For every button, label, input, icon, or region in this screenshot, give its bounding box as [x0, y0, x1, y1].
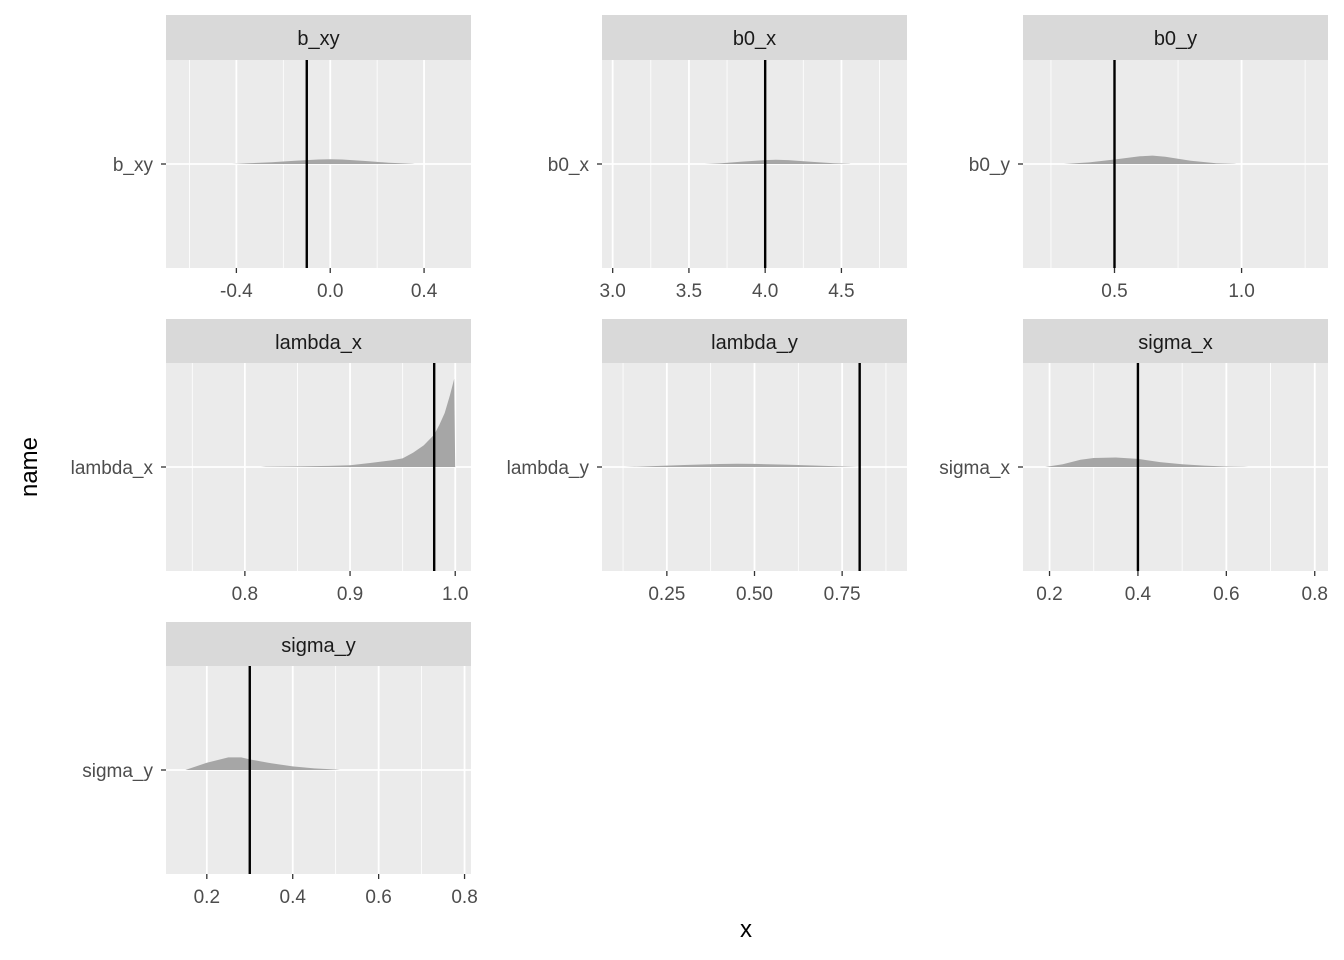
x-tick-label: 0.8 [451, 887, 477, 908]
density-ridge [260, 378, 456, 467]
density-ridge [1063, 155, 1237, 164]
panel-strip-label: lambda_y [711, 332, 798, 354]
x-tick-label: 0.5 [1101, 281, 1127, 302]
panel-strip [602, 15, 907, 60]
x-tick-label: 0.4 [411, 281, 438, 302]
x-tick-label: 0.50 [736, 584, 773, 605]
x-tick-label: 0.75 [824, 584, 861, 605]
panel-strip [166, 15, 471, 60]
panel-sigma-y: sigma_y 0.2 0.4 0.6 0.8 sigma_y [82, 622, 478, 908]
panel-strip-label: b_xy [297, 28, 339, 50]
density-ridge [231, 159, 415, 164]
x-tick-label: -0.4 [220, 281, 253, 302]
x-tick-label: 0.6 [365, 887, 391, 908]
panel-b0-x: b0_x 3.0 3.5 4.0 4.5 b0_x [548, 15, 907, 302]
panel-strip [1023, 319, 1328, 363]
panel-strip [166, 622, 471, 666]
density-ridge [185, 757, 340, 770]
y-axis-title: name [16, 437, 43, 497]
panel-strip-label: b0_x [733, 28, 776, 50]
panel-sigma-x: sigma_x 0.2 0.4 0.6 0.8 sigma_x [939, 319, 1328, 605]
panel-b0-y: b0_y 0.5 1.0 b0_y [969, 15, 1328, 302]
density-ridge [704, 159, 851, 164]
panel-b-xy: b_xy -0.4 0.0 0.4 b_xy [113, 15, 471, 302]
x-tick-label: 3.5 [676, 281, 702, 302]
x-tick-label: 0.4 [1125, 584, 1152, 605]
x-tick-label: 4.5 [828, 281, 854, 302]
x-tick-label: 4.0 [752, 281, 778, 302]
y-tick-label: lambda_x [71, 458, 154, 479]
density-ridge [1045, 457, 1249, 467]
x-axis-title: x [740, 916, 752, 943]
x-tick-label: 0.9 [337, 584, 363, 605]
panel-strip [602, 319, 907, 363]
y-tick-label: b0_y [969, 155, 1011, 176]
panel-strip-label: lambda_x [275, 332, 362, 354]
panel-strip-label: b0_y [1154, 28, 1197, 50]
y-tick-label: sigma_x [939, 458, 1010, 479]
y-tick-label: lambda_y [507, 458, 590, 479]
x-tick-label: 0.2 [194, 887, 220, 908]
density-ridge [624, 463, 860, 467]
panel-strip [166, 319, 471, 363]
x-tick-label: 1.0 [442, 584, 468, 605]
y-tick-label: sigma_y [82, 761, 153, 782]
x-tick-label: 0.8 [1302, 584, 1328, 605]
x-tick-label: 1.0 [1228, 281, 1254, 302]
x-tick-label: 0.6 [1213, 584, 1239, 605]
panel-strip [1023, 15, 1328, 60]
panel-strip-label: sigma_y [281, 635, 355, 657]
x-tick-label: 0.4 [280, 887, 307, 908]
panel-lambda-y: lambda_y 0.25 0.50 0.75 lambda_y [507, 319, 907, 605]
x-tick-label: 0.0 [317, 281, 343, 302]
panel-lambda-x: lambda_x 0.8 0.9 1.0 lambda_x [71, 319, 471, 605]
x-tick-label: 0.25 [648, 584, 685, 605]
y-tick-label: b_xy [113, 155, 154, 176]
x-tick-label: 0.2 [1036, 584, 1062, 605]
y-tick-label: b0_x [548, 155, 590, 176]
x-tick-label: 3.0 [599, 281, 625, 302]
x-tick-label: 0.8 [232, 584, 258, 605]
panel-strip-label: sigma_x [1138, 332, 1212, 354]
